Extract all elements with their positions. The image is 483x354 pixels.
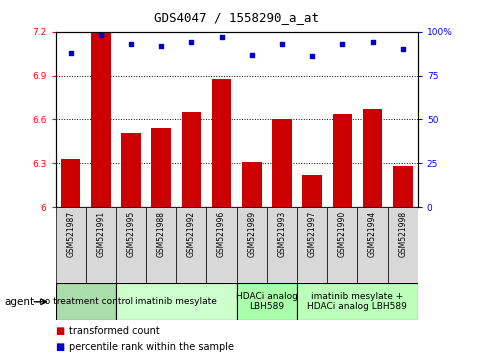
Text: GSM521993: GSM521993 <box>277 211 286 257</box>
Bar <box>393 166 412 207</box>
Point <box>67 50 74 56</box>
Text: GSM521996: GSM521996 <box>217 211 226 257</box>
Text: GDS4047 / 1558290_a_at: GDS4047 / 1558290_a_at <box>154 11 319 24</box>
Bar <box>151 128 171 207</box>
Text: imatinib mesylate: imatinib mesylate <box>135 297 217 306</box>
Bar <box>91 33 111 207</box>
Bar <box>302 175 322 207</box>
Text: GSM521998: GSM521998 <box>398 211 407 257</box>
Bar <box>116 283 237 320</box>
Bar <box>388 207 418 283</box>
Bar <box>182 112 201 207</box>
Point <box>218 34 226 40</box>
Text: percentile rank within the sample: percentile rank within the sample <box>69 342 234 352</box>
Bar <box>267 207 297 283</box>
Bar <box>357 207 388 283</box>
Bar <box>212 79 231 207</box>
Point <box>157 43 165 49</box>
Bar <box>297 283 418 320</box>
Text: GSM521995: GSM521995 <box>127 211 136 257</box>
Bar <box>237 207 267 283</box>
Text: GSM521994: GSM521994 <box>368 211 377 257</box>
Text: transformed count: transformed count <box>69 326 160 336</box>
Bar <box>61 159 81 207</box>
Bar <box>121 133 141 207</box>
Point <box>127 41 135 47</box>
Point <box>97 33 105 38</box>
Bar <box>272 120 292 207</box>
Bar <box>146 207 176 283</box>
Point <box>187 40 195 45</box>
Text: GSM521988: GSM521988 <box>156 211 166 257</box>
Bar <box>297 207 327 283</box>
Text: agent: agent <box>5 297 35 307</box>
Bar <box>56 207 86 283</box>
Point <box>248 52 256 57</box>
Text: ■: ■ <box>56 326 65 336</box>
Bar <box>207 207 237 283</box>
Point <box>308 53 316 59</box>
Bar <box>327 207 357 283</box>
Text: imatinib mesylate +
HDACi analog LBH589: imatinib mesylate + HDACi analog LBH589 <box>308 292 407 312</box>
Text: no treatment control: no treatment control <box>39 297 133 306</box>
Bar <box>332 114 352 207</box>
Text: GSM521987: GSM521987 <box>66 211 75 257</box>
Bar <box>363 109 383 207</box>
Text: HDACi analog
LBH589: HDACi analog LBH589 <box>236 292 298 312</box>
Text: GSM521990: GSM521990 <box>338 211 347 257</box>
Bar <box>176 207 207 283</box>
Bar <box>242 162 262 207</box>
Point <box>339 41 346 47</box>
Text: ■: ■ <box>56 342 65 352</box>
Point <box>369 40 376 45</box>
Point <box>399 47 407 52</box>
Text: GSM521991: GSM521991 <box>96 211 105 257</box>
Bar <box>56 283 116 320</box>
Text: GSM521992: GSM521992 <box>187 211 196 257</box>
Point <box>278 41 286 47</box>
Bar <box>86 207 116 283</box>
Bar <box>116 207 146 283</box>
Text: GSM521989: GSM521989 <box>247 211 256 257</box>
Text: GSM521997: GSM521997 <box>308 211 317 257</box>
Bar <box>237 283 297 320</box>
